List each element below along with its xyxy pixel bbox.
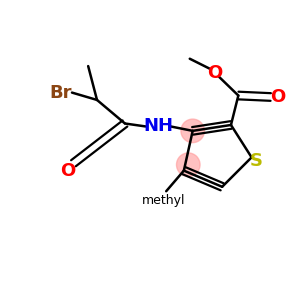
- Text: S: S: [250, 152, 262, 170]
- Text: Br: Br: [49, 84, 71, 102]
- Circle shape: [176, 153, 200, 176]
- Text: methyl: methyl: [142, 194, 185, 207]
- Text: NH: NH: [144, 117, 174, 135]
- Text: O: O: [207, 64, 222, 82]
- Text: O: O: [60, 162, 75, 180]
- Circle shape: [181, 119, 205, 142]
- Text: O: O: [271, 88, 286, 106]
